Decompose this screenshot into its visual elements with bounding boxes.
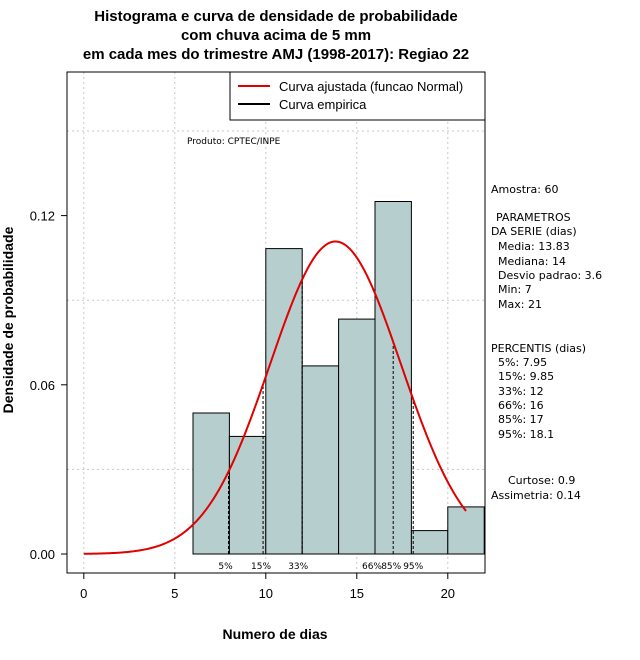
histogram-bar-4	[338, 318, 376, 555]
x-tick-label-4: 20	[441, 586, 455, 601]
y-tick-label-1: 0.06	[30, 378, 55, 393]
stat-max: Max: 21	[498, 298, 542, 311]
percentile-lines	[227, 279, 414, 554]
stat-percentis-title: PERCENTIS (dias)	[491, 342, 586, 355]
percentile-label-2: 33%	[288, 562, 308, 572]
legend-box	[229, 71, 486, 121]
histogram-bar-0	[192, 412, 230, 555]
stat-params-title-1: PARAMETROS	[496, 211, 571, 224]
stat-sample: Amostra: 60	[491, 183, 558, 196]
percentile-label-1: 15%	[251, 562, 271, 572]
histogram-bar-6	[410, 530, 449, 555]
stat-p33: 33%: 12	[498, 385, 544, 398]
percentile-label-0: 5%	[218, 562, 233, 572]
y-tick-label-2: 0.12	[30, 209, 55, 224]
stat-p15: 15%: 9.85	[498, 370, 554, 383]
chart-title-line-1: Histograma e curva de densidade de proba…	[94, 8, 457, 25]
x-tick-label-3: 15	[350, 586, 364, 601]
histogram-bars	[192, 201, 485, 555]
histogram-bar-1	[228, 435, 267, 555]
stat-params-title-2: DA SERIE (dias)	[491, 225, 577, 238]
y-axis-title: Densidade de probabilidade	[0, 226, 16, 413]
chart-title-line-2: com chuva acima de 5 mm	[181, 27, 371, 44]
y-axis: 0.00 0.06 0.12	[30, 209, 67, 562]
histogram-bar-2	[265, 248, 303, 555]
x-tick-label-2: 10	[259, 586, 273, 601]
percentile-label-3: 66%	[362, 562, 382, 572]
x-tick-label-0: 0	[80, 586, 87, 601]
chart-title-line-3: em cada mes do trimestre AMJ (1998-2017)…	[83, 46, 469, 63]
normal-curve	[83, 240, 467, 555]
y-tick-label-0: 0.00	[30, 547, 55, 562]
percentile-labels: 5% 15% 33% 66% 85% 95%	[218, 562, 423, 572]
stat-p5: 5%: 7.95	[498, 356, 547, 369]
percentile-label-5: 95%	[403, 562, 423, 572]
legend-label-empirical: Curva empirica	[279, 97, 367, 112]
histogram-bar-3	[301, 365, 340, 555]
stat-mediana: Mediana: 14	[498, 255, 566, 268]
histogram-bar-7	[447, 506, 485, 555]
stat-p95: 95%: 18.1	[498, 428, 554, 441]
normal-curve-line	[83, 240, 467, 555]
stat-p85: 85%: 17	[498, 413, 544, 426]
stat-media: Media: 13.83	[498, 240, 570, 253]
stat-min: Min: 7	[498, 283, 532, 296]
stat-curtose: Curtose: 0.9	[508, 474, 575, 487]
x-axis: 0 5 10 15 20	[80, 573, 455, 601]
producer-note: Produto: CPTEC/INPE	[187, 137, 281, 147]
legend: Curva ajustada (funcao Normal) Curva emp…	[229, 71, 486, 121]
stat-desvio: Desvio padrao: 3.6	[498, 269, 602, 282]
stats-panel: Amostra: 60 PARAMETROS DA SERIE (dias) M…	[491, 183, 602, 502]
x-tick-label-1: 5	[171, 586, 178, 601]
percentile-label-4: 85%	[381, 562, 401, 572]
x-axis-title: Numero de dias	[222, 626, 327, 642]
stat-p66: 66%: 16	[498, 399, 544, 412]
legend-label-normal: Curva ajustada (funcao Normal)	[279, 79, 463, 94]
stat-assimetria: Assimetria: 0.14	[491, 489, 581, 502]
